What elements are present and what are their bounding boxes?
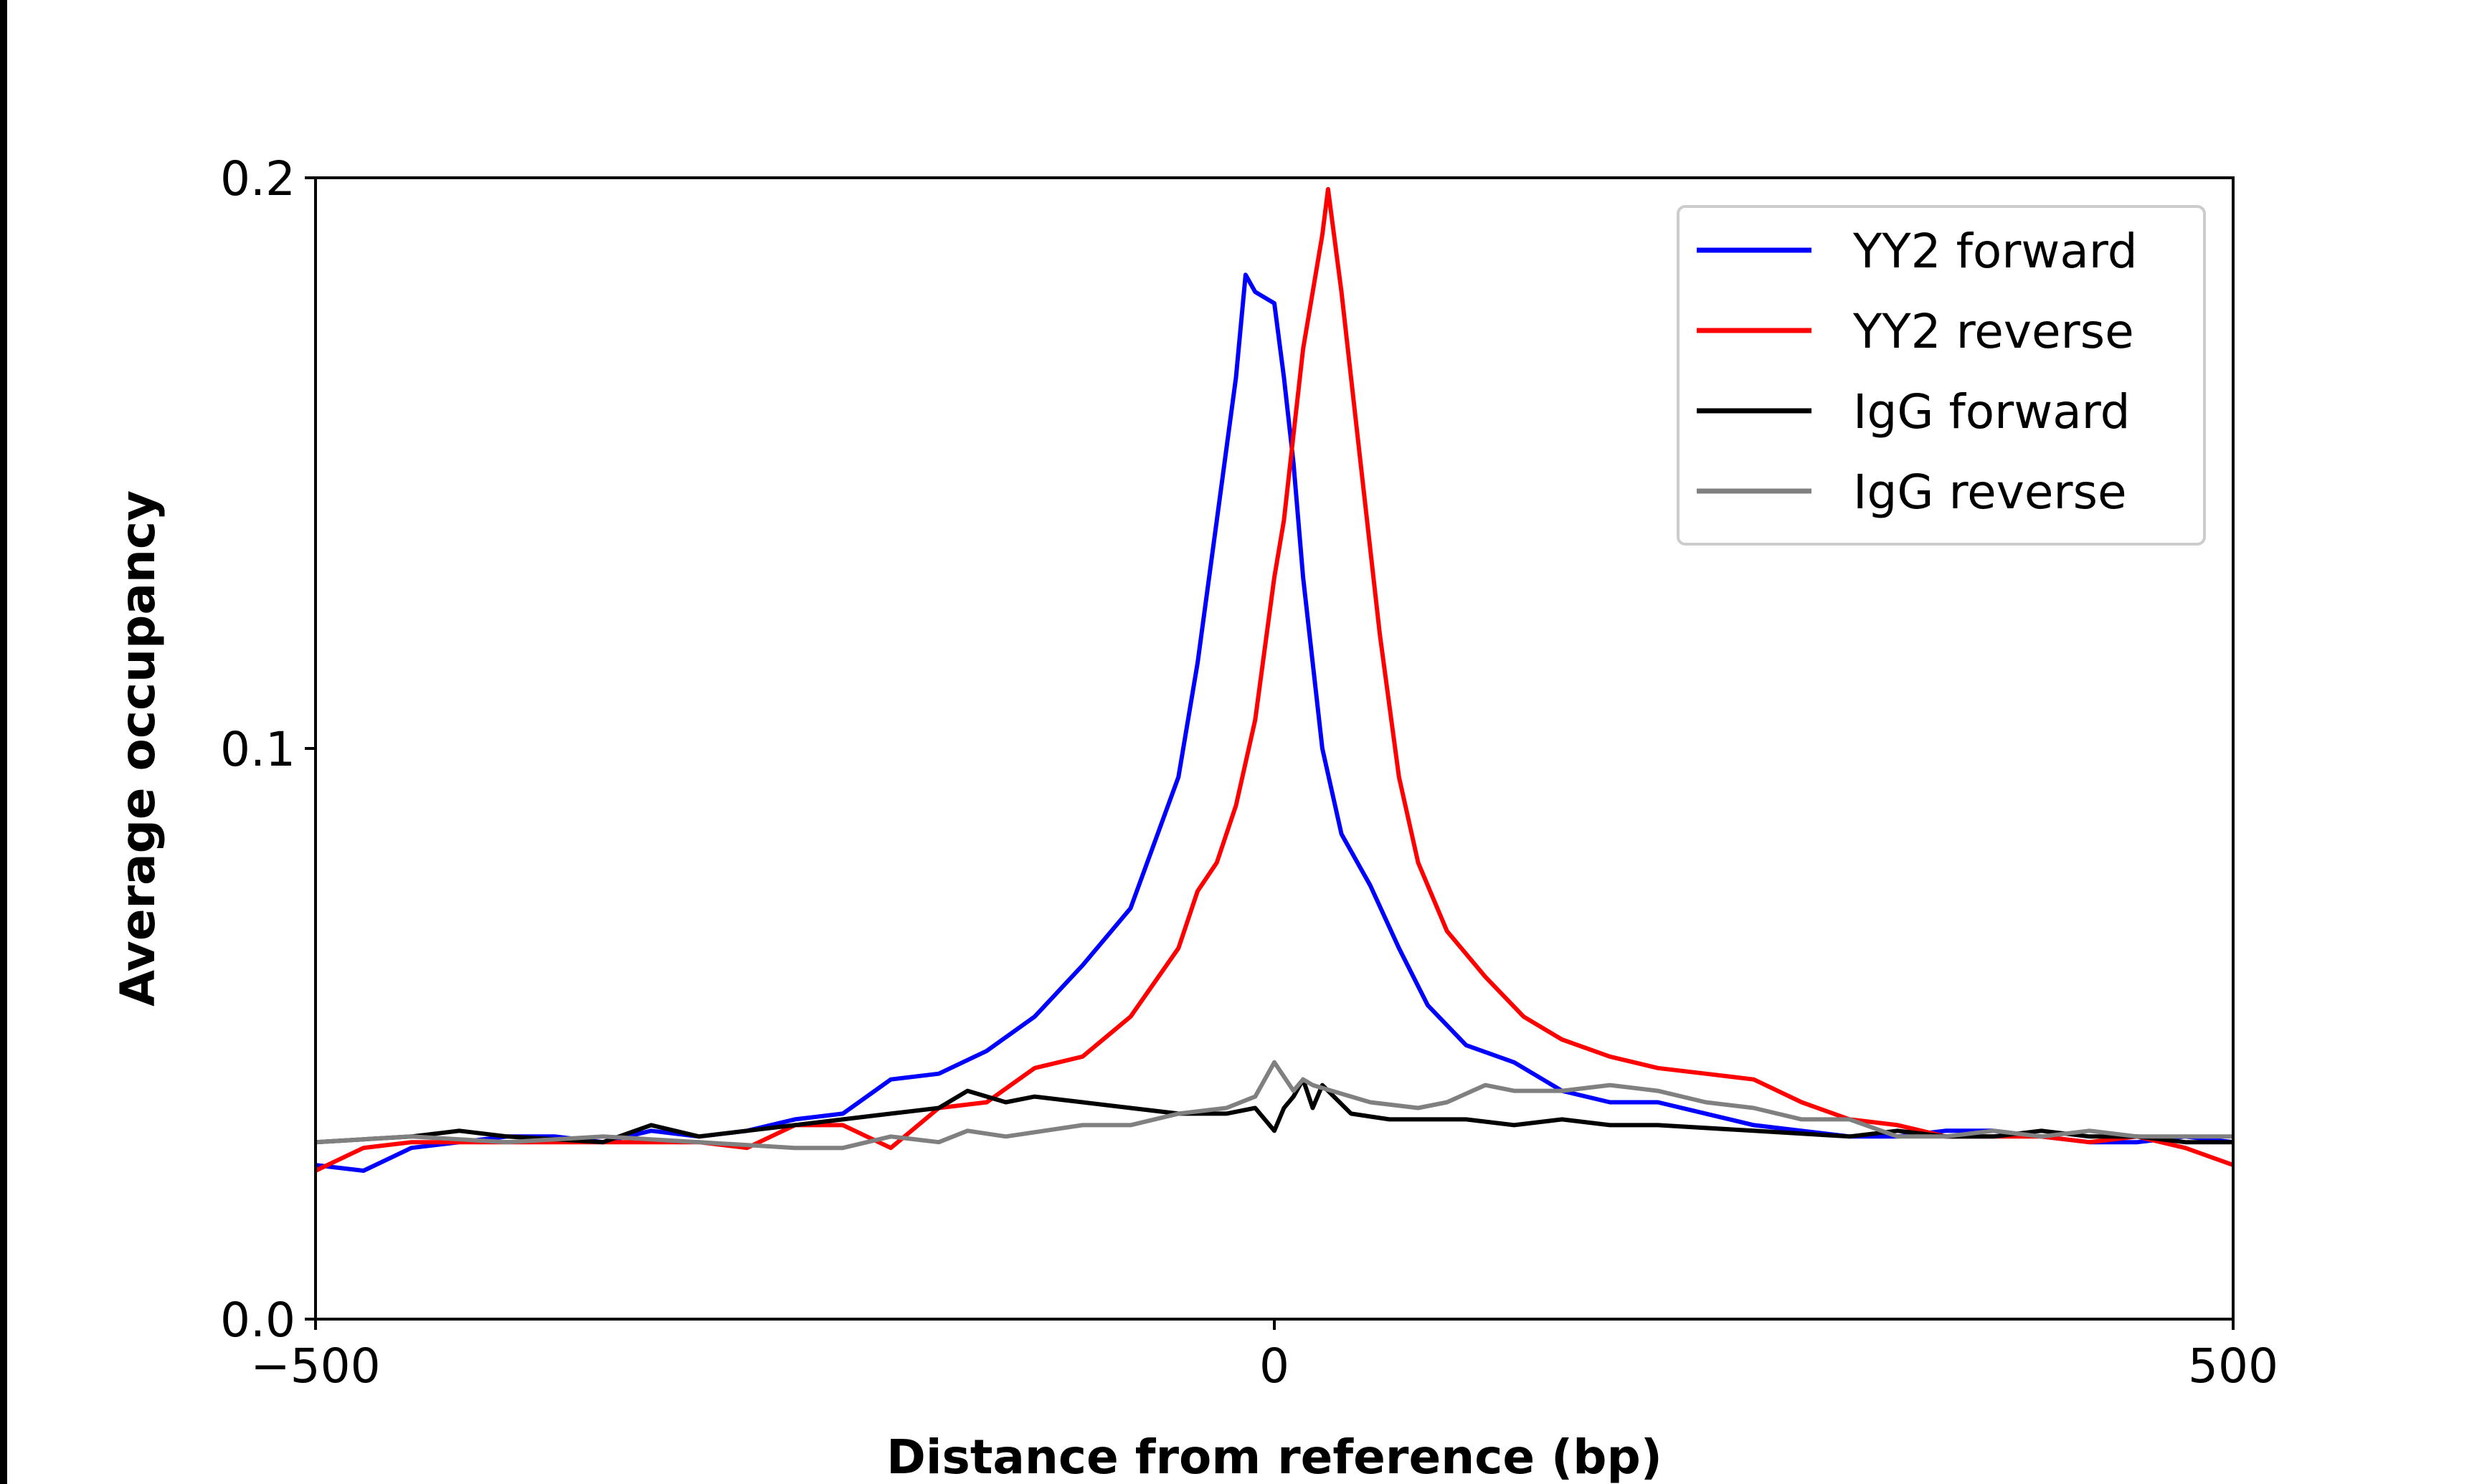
y-tick-label: 0.1	[220, 722, 295, 777]
series-line-igg-reverse	[315, 1060, 2233, 1151]
legend-box	[1677, 205, 2206, 546]
legend: YY2 forward YY2 reverse IgG forward IgG rev…	[1677, 205, 2206, 546]
y-tick-label: 0.0	[220, 1293, 295, 1348]
y-tick-label: 0.2	[220, 151, 295, 206]
legend-label: YY2 reverse	[1852, 304, 2134, 359]
legend-label: IgG forward	[1853, 384, 2131, 439]
series-line-yy2-reverse	[314, 186, 2235, 1173]
legend-label: YY2 forward	[1852, 224, 2138, 279]
series-lines	[314, 186, 2235, 1173]
x-tick-label: 500	[2188, 1338, 2278, 1394]
left-border	[0, 0, 7, 1484]
axis-ticks: −500 0 500 0.0 0.1 0.2	[220, 151, 2278, 1394]
y-axis-label: Average occupancy	[110, 490, 166, 1007]
series-line-igg-forward	[315, 1077, 2233, 1145]
legend-label: IgG reverse	[1853, 465, 2127, 520]
x-tick-label: 0	[1259, 1338, 1289, 1394]
x-tick-label: −500	[250, 1338, 380, 1394]
x-axis-label: Distance from reference (bp)	[886, 1430, 1662, 1484]
